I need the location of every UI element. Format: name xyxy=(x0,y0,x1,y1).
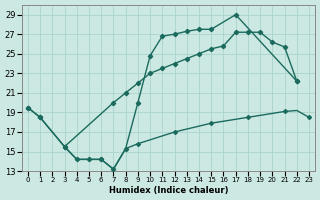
X-axis label: Humidex (Indice chaleur): Humidex (Indice chaleur) xyxy=(109,186,228,195)
